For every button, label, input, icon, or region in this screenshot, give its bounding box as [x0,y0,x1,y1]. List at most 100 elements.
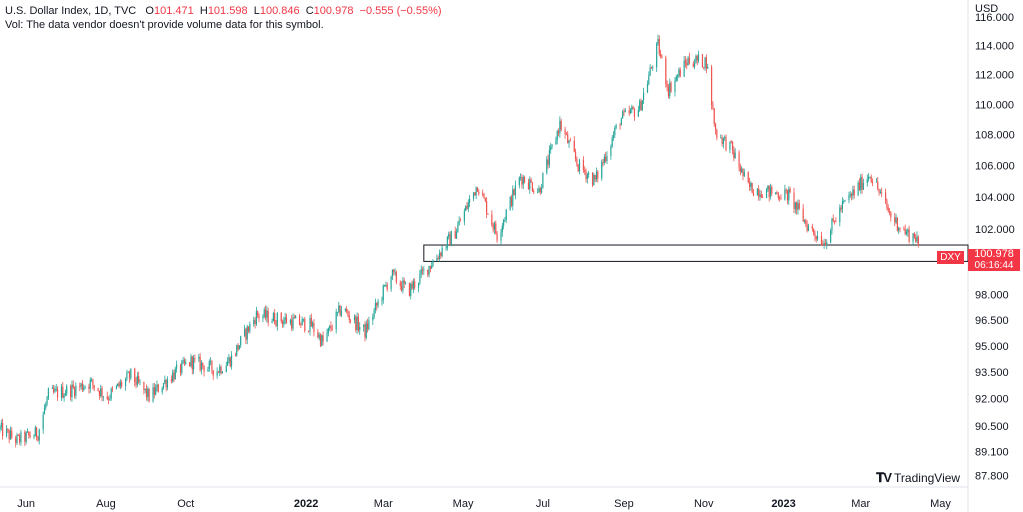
candle[interactable] [861,173,863,194]
candle[interactable] [767,185,769,192]
candle[interactable] [293,314,295,319]
candle[interactable] [652,65,654,71]
candle[interactable] [202,362,204,370]
candle[interactable] [339,304,341,317]
candle[interactable] [751,182,753,194]
candle[interactable] [890,211,892,222]
candle[interactable] [230,351,233,370]
candle[interactable] [605,152,607,163]
candle[interactable] [895,213,897,224]
candle[interactable] [915,233,917,243]
candle[interactable] [47,387,49,401]
candle[interactable] [115,384,118,390]
candle[interactable] [569,137,571,142]
candle[interactable] [714,122,717,135]
candle[interactable] [603,154,605,166]
candle[interactable] [419,269,421,285]
candle[interactable] [2,418,4,440]
candle[interactable] [509,195,511,211]
candle[interactable] [155,384,157,396]
candle[interactable] [602,158,604,167]
candle[interactable] [212,370,214,380]
candle[interactable] [128,370,131,383]
candle[interactable] [585,168,587,183]
candle[interactable] [623,108,625,116]
candle[interactable] [611,135,613,148]
candle[interactable] [557,128,560,137]
candle[interactable] [118,381,120,389]
candle[interactable] [88,383,90,394]
candle[interactable] [20,429,22,446]
candle[interactable] [669,78,671,99]
candle[interactable] [478,188,480,196]
candle[interactable] [34,425,36,437]
candle[interactable] [56,386,59,401]
candle[interactable] [465,205,467,212]
candle[interactable] [742,168,744,181]
candle[interactable] [283,316,285,328]
candle[interactable] [724,135,726,141]
candle[interactable] [280,311,282,324]
candle[interactable] [860,174,862,194]
candle[interactable] [346,306,348,314]
candle[interactable] [550,143,552,154]
candle[interactable] [610,144,612,160]
candle[interactable] [174,366,176,380]
candle[interactable] [692,60,694,68]
candle[interactable] [474,192,476,196]
candle[interactable] [46,395,48,407]
candle[interactable] [79,382,81,392]
candle[interactable] [385,281,387,288]
candle[interactable] [903,226,905,231]
candle[interactable] [777,192,779,201]
candle[interactable] [298,313,301,326]
candle[interactable] [183,357,186,366]
candle[interactable] [9,426,12,440]
candle[interactable] [467,199,469,213]
candle[interactable] [588,170,590,178]
candle[interactable] [475,186,477,199]
candle[interactable] [697,50,700,64]
candle[interactable] [803,219,806,224]
candle[interactable] [835,217,837,223]
candle[interactable] [788,186,790,205]
candle[interactable] [500,228,502,245]
candle[interactable] [326,328,328,343]
candle[interactable] [504,216,506,223]
candle[interactable] [7,427,9,434]
candle[interactable] [110,387,112,401]
candle[interactable] [513,188,515,196]
candle[interactable] [166,376,169,391]
candle[interactable] [63,392,65,402]
candle[interactable] [208,359,210,372]
candle[interactable] [121,379,123,389]
candle[interactable] [179,363,182,377]
candle[interactable] [568,139,570,149]
candle[interactable] [620,117,622,126]
candle[interactable] [646,80,649,94]
candle[interactable] [253,316,255,327]
candle[interactable] [410,282,412,300]
candle[interactable] [531,181,533,193]
candle[interactable] [100,384,102,398]
candle[interactable] [752,189,755,197]
candle[interactable] [438,249,441,262]
candle[interactable] [37,435,39,442]
tradingview-logo[interactable]: 𝐓V TradingView [876,470,960,486]
candle[interactable] [567,131,569,144]
candle[interactable] [441,245,443,258]
candle[interactable] [172,369,174,383]
candle[interactable] [428,265,430,278]
candle[interactable] [720,134,722,139]
candle[interactable] [404,281,407,285]
candle[interactable] [912,233,914,245]
candle[interactable] [365,320,367,340]
candle[interactable] [802,203,804,223]
candle[interactable] [597,170,599,183]
candle[interactable] [101,386,103,402]
candle[interactable] [656,42,658,72]
candle[interactable] [476,187,479,192]
candle[interactable] [194,354,196,363]
candle[interactable] [238,345,240,350]
candle[interactable] [786,189,789,205]
